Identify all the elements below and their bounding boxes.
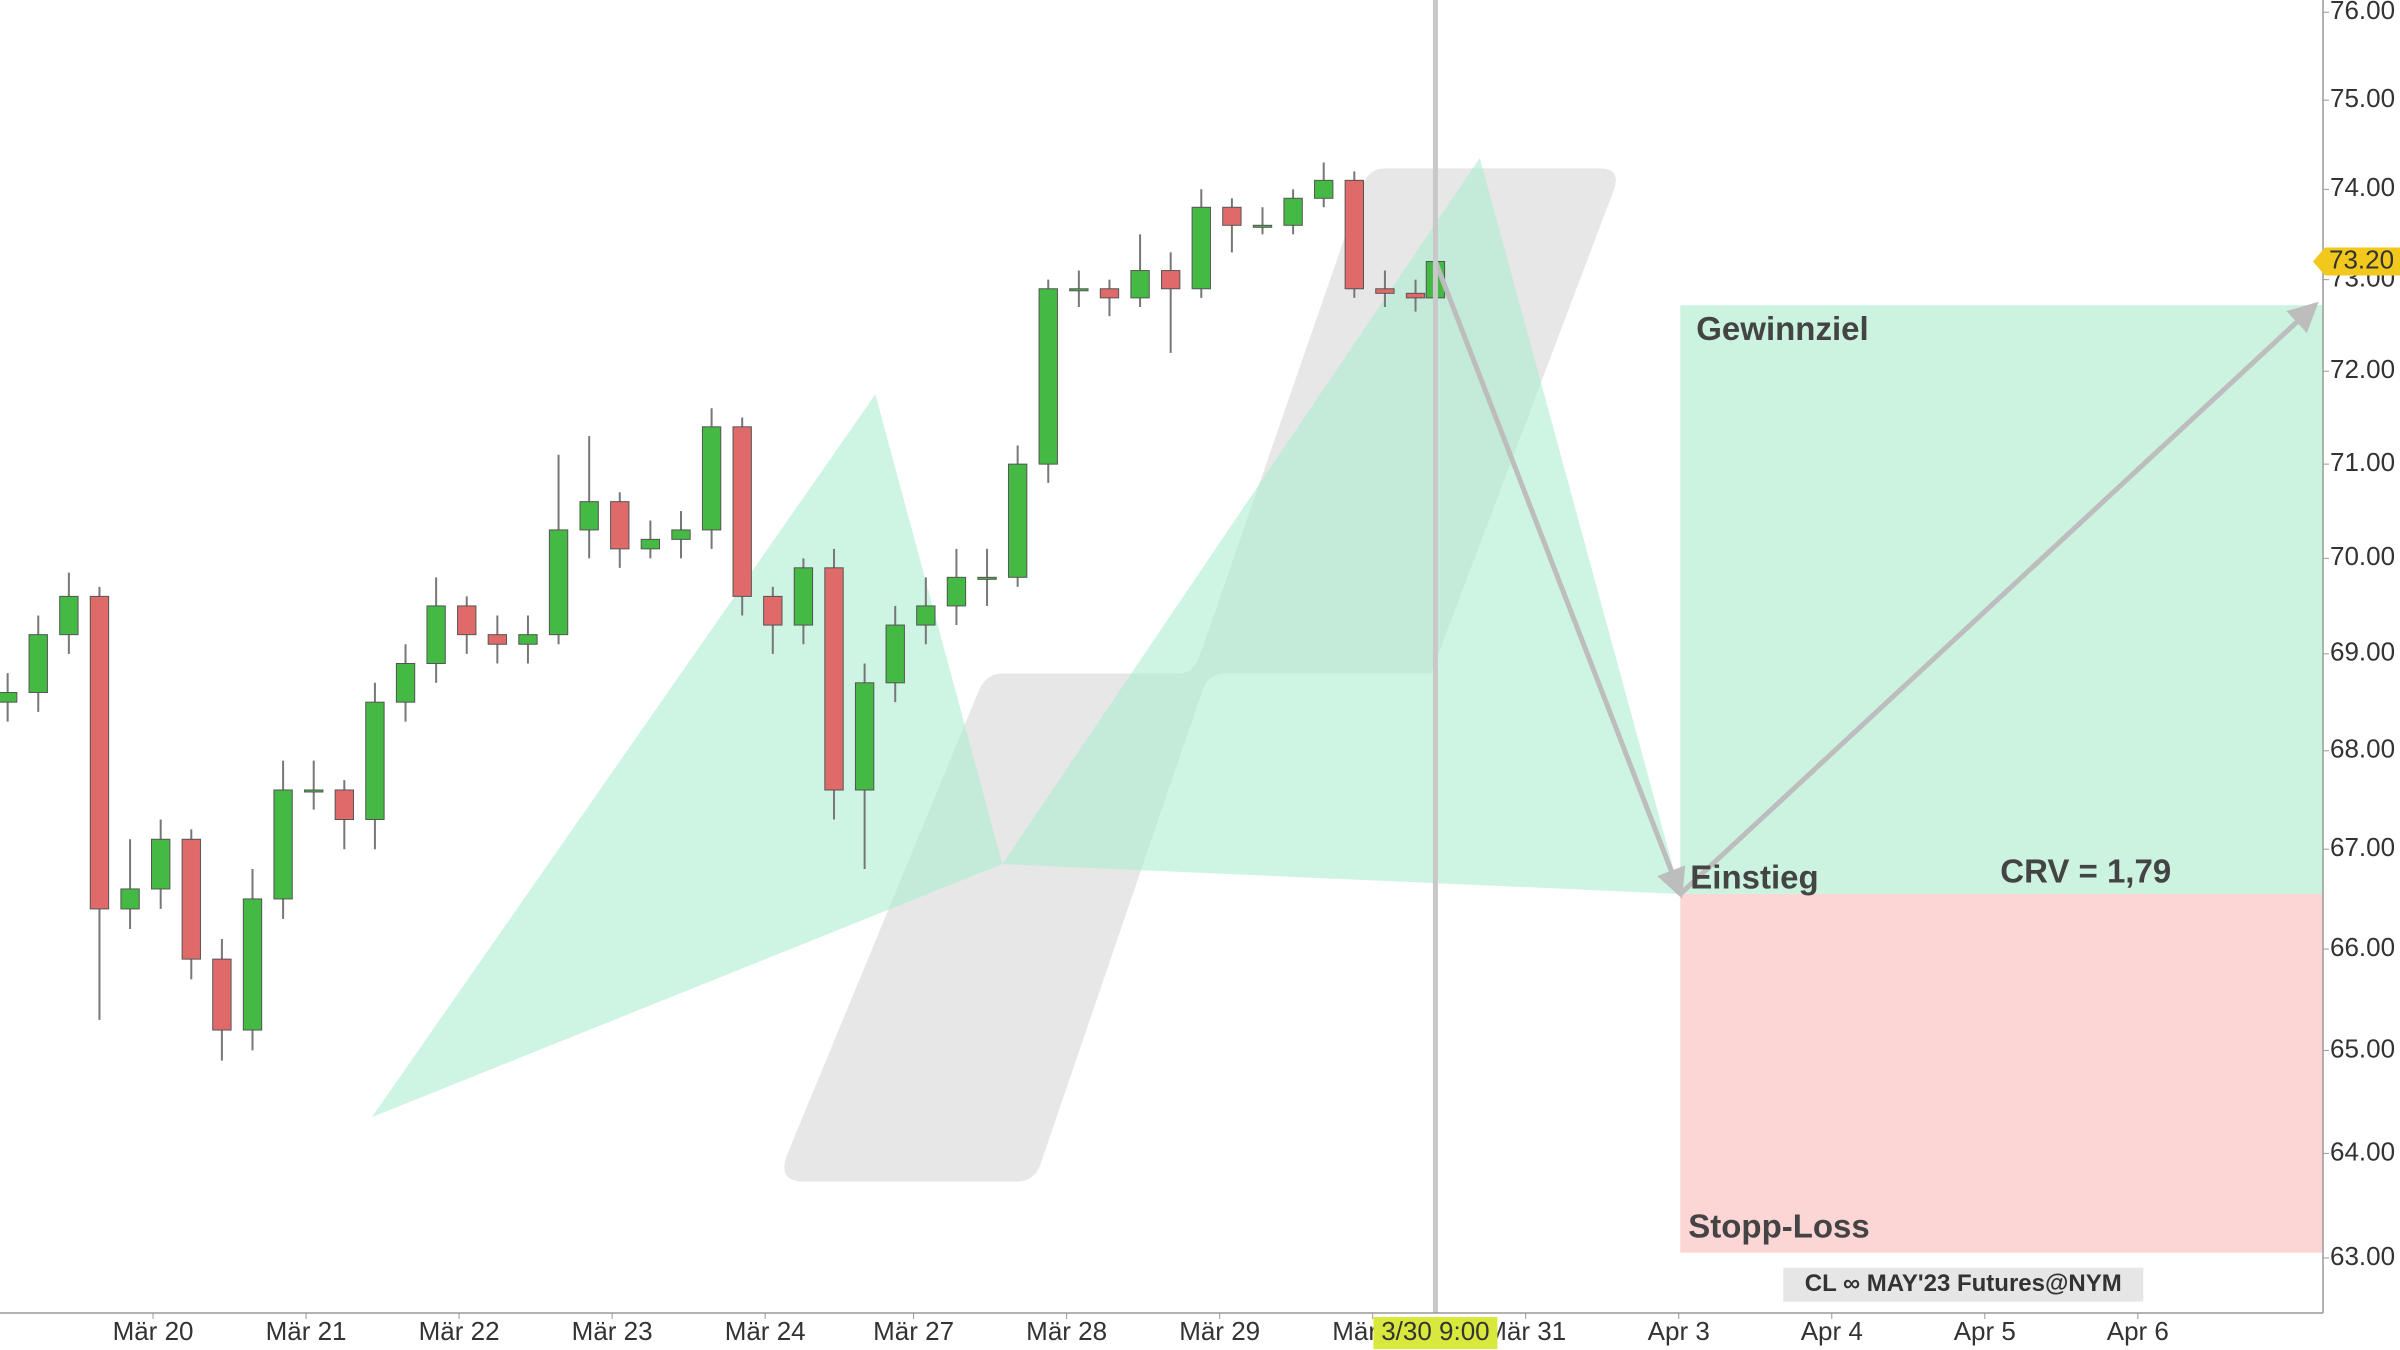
y-tick-label: 72.00: [2330, 354, 2395, 384]
candle-body: [548, 529, 569, 636]
x-tick-label: Mär 31: [1485, 1316, 1566, 1346]
time-tag: [1373, 1317, 1498, 1349]
candle-body: [1069, 288, 1089, 292]
candle-body: [1283, 197, 1303, 226]
pattern-triangle: [371, 394, 1003, 1118]
target-label: Gewinnziel: [1696, 310, 1868, 347]
candle-body: [212, 958, 232, 1031]
stop-zone: [1680, 893, 2323, 1253]
arrow: [1433, 260, 1686, 899]
x-tick-label: Mär 29: [1179, 1316, 1260, 1346]
candle-body: [1130, 270, 1150, 299]
candle-body: [1191, 206, 1211, 290]
candle-body: [1375, 288, 1395, 294]
instrument-bg: [1783, 1267, 2144, 1302]
candle-body: [151, 838, 171, 890]
x-tick-label: Apr 3: [1648, 1316, 1710, 1346]
x-tick-label: Mär 28: [1026, 1316, 1107, 1346]
arrow: [1678, 301, 2319, 896]
candle-body: [395, 662, 416, 703]
candle-body: [1007, 463, 1028, 578]
x-tick-label: Apr 4: [1801, 1316, 1863, 1346]
candle-body: [120, 888, 140, 910]
candle-body: [426, 605, 446, 664]
candle-body: [732, 426, 752, 597]
time-tag-label: 3/30 9:00: [1381, 1316, 1489, 1346]
candle-body: [89, 595, 110, 910]
candle-body: [487, 634, 508, 645]
candle-body: [824, 567, 844, 791]
pattern-triangle: [1002, 157, 1681, 894]
candle-body: [1161, 270, 1181, 290]
candle-body: [1252, 224, 1273, 228]
candle-body: [885, 624, 905, 684]
candle-body: [977, 576, 997, 580]
candle-body: [1405, 292, 1426, 299]
candle-body: [579, 501, 599, 531]
y-tick-label: 65.00: [2330, 1033, 2395, 1063]
candle-body: [1314, 179, 1334, 199]
entry-label: Einstieg: [1690, 859, 1818, 896]
candle-body: [28, 634, 48, 693]
price-tag: [2313, 247, 2400, 276]
x-tick-label: Mär 23: [572, 1316, 653, 1346]
candle-body: [1099, 288, 1120, 299]
x-tick-label: Apr 6: [2107, 1316, 2169, 1346]
x-tick-label: Mär 22: [419, 1316, 500, 1346]
instrument-label: CL ∞ MAY'23 Futures@NYM: [1805, 1270, 2122, 1297]
candle-body: [793, 567, 814, 626]
candle-body: [334, 789, 354, 821]
y-tick-label: 76.00: [2330, 0, 2395, 25]
candle-body: [242, 898, 263, 1031]
candle-body: [0, 691, 18, 703]
y-tick-label: 75.00: [2330, 83, 2395, 113]
candle-body: [854, 682, 875, 791]
y-tick-label: 64.00: [2330, 1136, 2395, 1166]
x-tick-label: Mär 20: [113, 1316, 194, 1346]
y-tick-label: 69.00: [2330, 637, 2395, 667]
x-tick-label: Apr 5: [1954, 1316, 2016, 1346]
y-tick-label: 68.00: [2330, 734, 2395, 764]
candle-body: [640, 538, 661, 550]
candle-body: [916, 605, 936, 626]
candle-body: [273, 789, 293, 900]
x-tick-label: Mär 21: [266, 1316, 347, 1346]
candle-body: [518, 634, 538, 645]
y-tick-label: 63.00: [2330, 1241, 2395, 1271]
candle-body: [365, 701, 385, 821]
candle-body: [181, 838, 201, 960]
y-tick-label: 67.00: [2330, 832, 2395, 862]
stop-label: Stopp-Loss: [1688, 1207, 1869, 1244]
candle-body: [610, 501, 630, 550]
candle-body: [1038, 288, 1058, 465]
x-tick-label: Mär 24: [725, 1316, 806, 1346]
y-tick-label: 74.00: [2330, 172, 2395, 202]
candle-body: [946, 576, 967, 607]
price-tag-label: 73.20: [2329, 244, 2394, 274]
candle-body: [701, 426, 722, 531]
y-tick-label: 66.00: [2330, 932, 2395, 962]
candle-body: [1222, 206, 1242, 226]
candle-body: [457, 605, 477, 636]
y-tick-label: 70.00: [2330, 541, 2395, 571]
ratio-label: CRV = 1,79: [2000, 853, 2171, 890]
y-tick-label: 71.00: [2330, 447, 2395, 477]
candle-body: [1344, 179, 1364, 290]
candle-body: [59, 595, 79, 636]
candle-body: [763, 595, 783, 626]
candle-body: [671, 529, 691, 540]
candle-body: [304, 789, 324, 793]
x-tick-label: Mär 27: [873, 1316, 954, 1346]
